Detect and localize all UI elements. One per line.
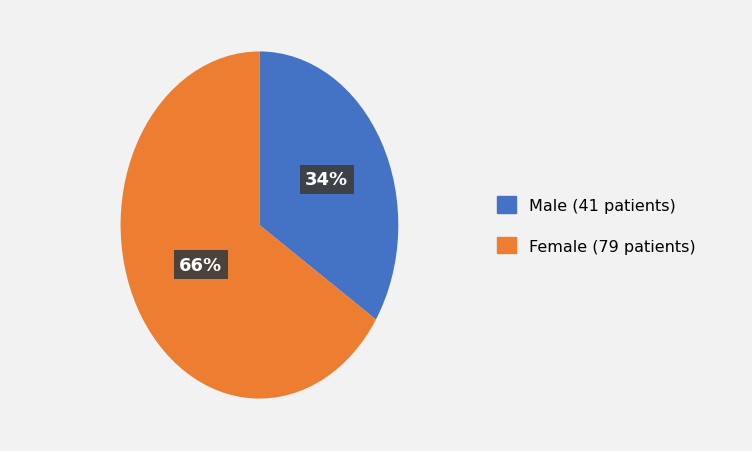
Text: 34%: 34% xyxy=(305,171,348,189)
Legend: Male (41 patients), Female (79 patients): Male (41 patients), Female (79 patients) xyxy=(497,197,696,254)
Wedge shape xyxy=(259,52,399,320)
Wedge shape xyxy=(120,52,376,399)
Text: 66%: 66% xyxy=(179,256,223,274)
